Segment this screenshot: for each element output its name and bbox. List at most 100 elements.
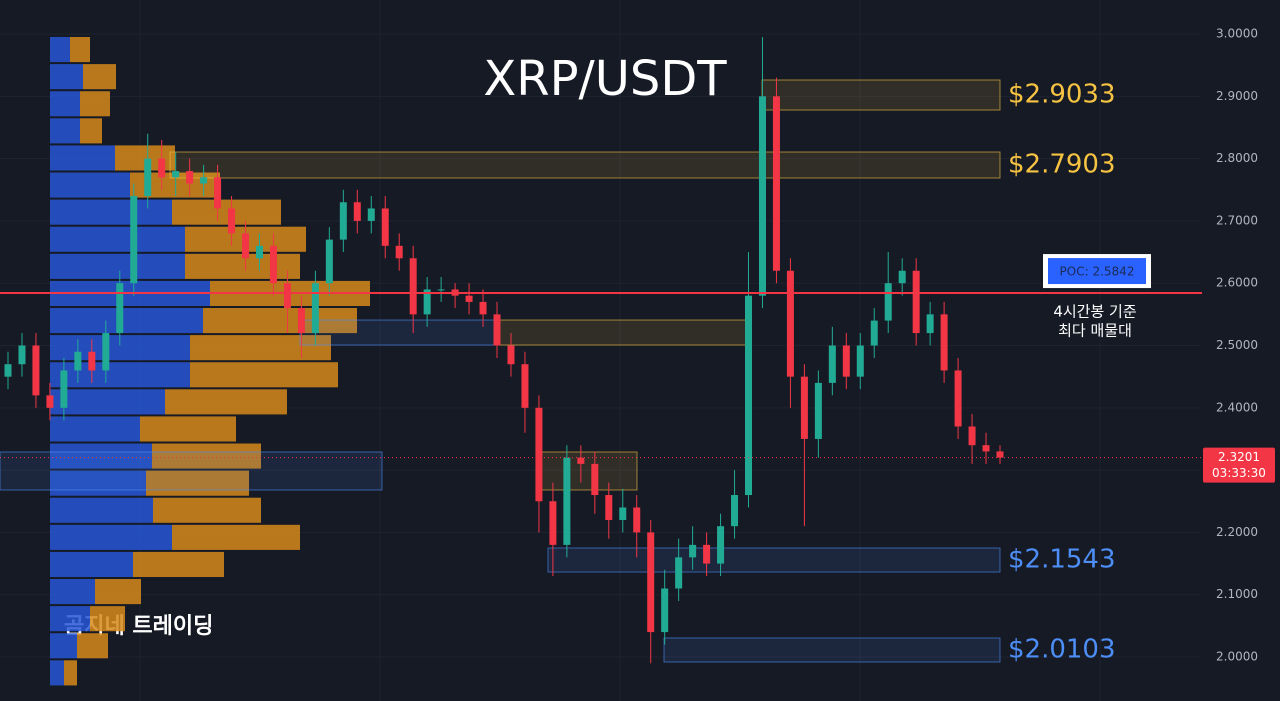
poc-box-inner: [1048, 258, 1146, 285]
profile-buy: [50, 118, 80, 144]
profile-buy: [50, 226, 185, 252]
candle-body: [856, 345, 864, 377]
profile-sell: [190, 335, 331, 361]
candle-body: [758, 96, 766, 296]
profile-sell: [80, 118, 102, 144]
candle-body: [605, 495, 613, 520]
y-tick-label: 2.6000: [1216, 276, 1258, 290]
candle-body: [745, 295, 753, 496]
candle-body: [297, 308, 305, 334]
profile-buy: [50, 443, 152, 469]
y-tick-label: 2.8000: [1216, 151, 1258, 165]
chart-title: XRP/USDT: [483, 51, 727, 107]
candle-body: [60, 370, 68, 408]
candle-body: [88, 351, 96, 371]
poc-note: 최다 매물대: [1058, 322, 1132, 340]
candle-body: [116, 283, 124, 334]
profile-buy: [50, 389, 165, 415]
candle-body: [828, 345, 836, 383]
candle-body: [381, 208, 389, 246]
candle-body: [912, 270, 920, 334]
profile-buy: [50, 199, 172, 225]
candle-body: [186, 171, 194, 184]
y-tick-label: 2.1000: [1216, 587, 1258, 601]
profile-sell: [190, 362, 338, 388]
candle-body: [18, 345, 26, 365]
candle-body: [311, 283, 319, 334]
candle-body: [144, 158, 152, 196]
candle-body: [870, 320, 878, 346]
candle-body: [395, 245, 403, 259]
profile-sell: [172, 199, 281, 225]
zone: [0, 451, 383, 491]
candle-body: [800, 376, 808, 439]
profile-sell: [70, 37, 90, 63]
profile-sell: [165, 389, 287, 415]
profile-sell: [80, 91, 110, 117]
candle-body: [786, 270, 794, 377]
profile-buy: [50, 37, 70, 63]
candle-body: [619, 507, 627, 520]
candle-body: [661, 588, 669, 633]
candle-body: [521, 364, 529, 408]
candle-body: [367, 208, 375, 221]
zone: [663, 637, 1001, 663]
candle-body: [339, 202, 347, 240]
profile-sell: [172, 524, 300, 550]
profile-buy: [50, 172, 130, 198]
y-tick-label: 2.0000: [1216, 650, 1258, 664]
poc-note: 4시간봉 기준: [1053, 303, 1137, 321]
candle-body: [269, 245, 277, 284]
candle-body: [982, 445, 990, 452]
candle-body: [200, 177, 208, 184]
candle-body: [563, 457, 571, 545]
candle-body: [479, 301, 487, 315]
profile-sell: [77, 633, 108, 659]
y-tick-label: 2.9000: [1216, 89, 1258, 103]
profile-sell: [152, 443, 261, 469]
candle-body: [255, 245, 263, 259]
candle-body: [325, 239, 333, 284]
candle-body: [535, 407, 543, 502]
profile-buy: [50, 416, 140, 442]
candle-body: [74, 351, 82, 371]
profile-sell: [146, 470, 249, 496]
zone: [299, 319, 501, 346]
profile-buy: [50, 145, 115, 171]
profile-sell: [83, 64, 116, 90]
y-tick-label: 2.5000: [1216, 338, 1258, 352]
profile-buy: [50, 91, 80, 117]
candle-body: [898, 270, 906, 284]
candle-body: [577, 457, 585, 464]
profile-sell: [140, 416, 236, 442]
profile-buy: [50, 660, 64, 686]
zone-label: $2.0103: [1008, 635, 1116, 665]
candle-body: [172, 171, 180, 178]
y-tick-label: 2.2000: [1216, 525, 1258, 539]
candle-body: [842, 345, 850, 377]
candle-body: [647, 532, 655, 633]
profile-buy: [50, 579, 95, 605]
profile-sell: [203, 308, 357, 334]
candle-body: [633, 507, 641, 533]
candle-body: [465, 295, 473, 302]
profile-buy: [50, 606, 90, 632]
candle-body: [675, 557, 683, 589]
profile-buy: [50, 524, 172, 550]
y-tick-label: 3.0000: [1216, 27, 1258, 41]
profile-buy: [50, 308, 203, 334]
profile-buy: [50, 362, 190, 388]
candle-body: [968, 426, 976, 446]
candle-body: [409, 258, 417, 315]
profile-sell: [153, 497, 261, 523]
candle-body: [814, 382, 822, 439]
y-tick-label: 2.7000: [1216, 213, 1258, 227]
candle-body: [549, 501, 557, 545]
candle-body: [884, 283, 892, 321]
candle-body: [940, 314, 948, 371]
candle-body: [4, 364, 12, 377]
candle-body: [507, 345, 515, 365]
poc-label: POC: 2.5842: [1060, 265, 1135, 279]
candle-body: [214, 177, 222, 209]
